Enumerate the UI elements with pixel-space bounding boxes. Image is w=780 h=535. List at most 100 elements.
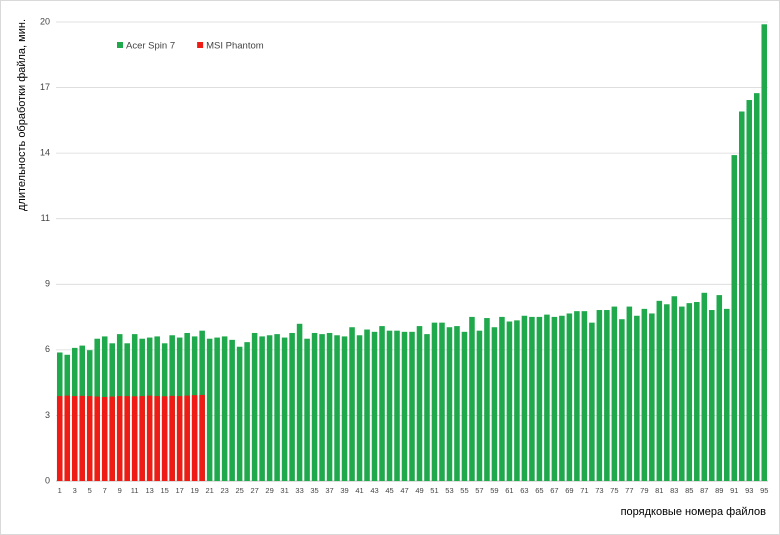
- bar: [371, 331, 378, 481]
- y-axis-label: длительность обработки файла, мин.: [16, 19, 28, 211]
- x-tick-label: 83: [670, 486, 678, 495]
- bar: [64, 395, 71, 481]
- bar: [131, 396, 138, 481]
- legend-swatch: [117, 42, 123, 48]
- bar: [356, 335, 363, 481]
- x-tick-label: 35: [310, 486, 318, 495]
- x-tick-label: 15: [161, 486, 169, 495]
- bar: [461, 331, 468, 481]
- bar: [446, 327, 453, 481]
- bar: [169, 395, 175, 481]
- bar: [544, 314, 550, 481]
- x-tick-label: 67: [550, 486, 558, 495]
- y-tick-label: 9: [45, 279, 50, 289]
- x-tick-label: 45: [385, 486, 393, 495]
- x-tick-label: 19: [190, 486, 198, 495]
- bar: [176, 396, 183, 481]
- x-tick-label: 85: [685, 486, 693, 495]
- bar: [416, 326, 423, 481]
- bar: [536, 316, 543, 481]
- bar: [521, 315, 528, 481]
- bar: [236, 346, 243, 481]
- y-tick-label: 0: [45, 475, 50, 485]
- legend-label: MSI Phantom: [206, 41, 264, 52]
- bar: [761, 24, 768, 481]
- bar: [506, 321, 513, 481]
- bar: [109, 396, 115, 481]
- bar: [319, 334, 325, 481]
- bar: [401, 331, 408, 481]
- bar: [154, 396, 160, 481]
- x-tick-label: 37: [325, 486, 333, 495]
- bar: [364, 329, 370, 481]
- x-tick-label: 65: [535, 486, 543, 495]
- bar: [199, 394, 205, 481]
- x-tick-label: 5: [88, 486, 92, 495]
- x-tick-label: 33: [295, 486, 303, 495]
- x-tick-label: 53: [445, 486, 453, 495]
- bar: [716, 295, 723, 481]
- bar: [671, 296, 678, 481]
- bar: [304, 338, 310, 481]
- bar: [641, 308, 648, 481]
- x-tick-label: 75: [610, 486, 618, 495]
- y-tick-label: 20: [40, 16, 50, 26]
- bar: [596, 310, 603, 481]
- bar: [221, 336, 228, 481]
- bar: [581, 311, 588, 481]
- x-tick-label: 69: [565, 486, 573, 495]
- bar: [274, 334, 280, 481]
- y-tick-label: 6: [45, 344, 50, 354]
- x-tick-label: 49: [415, 486, 423, 495]
- x-tick-label: 21: [205, 486, 213, 495]
- bar: [206, 338, 213, 481]
- bar: [79, 395, 86, 481]
- x-tick-label: 27: [250, 486, 258, 495]
- bar: [281, 337, 288, 481]
- x-tick-label: 95: [760, 486, 768, 495]
- x-tick-label: 57: [475, 486, 483, 495]
- y-tick-label: 14: [40, 148, 50, 158]
- bar: [656, 300, 663, 481]
- bar: [709, 310, 715, 481]
- bar: [326, 332, 333, 481]
- bar: [634, 315, 640, 481]
- bar: [409, 331, 415, 481]
- bar: [289, 332, 295, 481]
- x-tick-label: 81: [655, 486, 663, 495]
- bar: [379, 326, 385, 481]
- bar: [161, 396, 168, 481]
- x-tick-label: 47: [400, 486, 408, 495]
- x-tick-label: 29: [265, 486, 273, 495]
- bar: [476, 330, 483, 481]
- bar: [266, 335, 273, 481]
- bar: [694, 301, 700, 481]
- bar: [191, 395, 198, 481]
- bar: [124, 396, 130, 481]
- bar: [566, 313, 573, 481]
- bar: [559, 315, 565, 481]
- x-tick-label: 93: [745, 486, 753, 495]
- bar: [439, 322, 445, 481]
- x-tick-label: 7: [103, 486, 107, 495]
- bar: [214, 337, 220, 481]
- bar: [296, 323, 303, 481]
- bar: [184, 395, 190, 481]
- bar: [611, 306, 618, 481]
- x-axis-label: порядковые номера файлов: [621, 506, 767, 518]
- bar: [469, 316, 475, 481]
- x-tick-label: 25: [235, 486, 243, 495]
- x-tick-label: 55: [460, 486, 468, 495]
- x-tick-label: 79: [640, 486, 648, 495]
- x-tick-label: 1: [58, 486, 62, 495]
- bar: [589, 322, 595, 481]
- bar: [499, 316, 505, 481]
- x-tick-label: 9: [118, 486, 122, 495]
- x-tick-label: 31: [280, 486, 288, 495]
- bar: [626, 306, 633, 481]
- bar: [738, 111, 745, 481]
- bar: [649, 313, 655, 481]
- bar: [724, 308, 730, 481]
- x-tick-label: 59: [490, 486, 498, 495]
